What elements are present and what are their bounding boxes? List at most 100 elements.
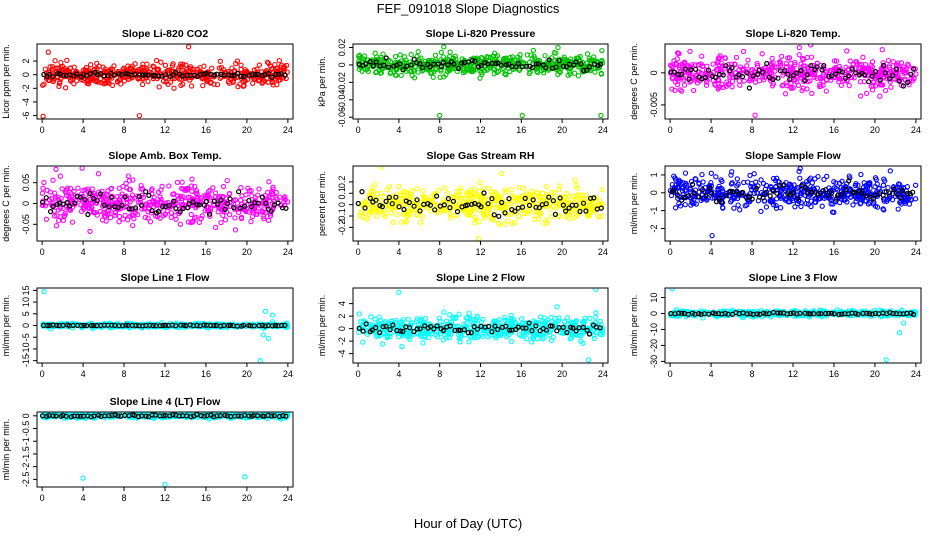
hourly-point [389, 201, 395, 207]
hourly-point [784, 191, 791, 197]
data-point [370, 188, 377, 194]
y-tick-label: 15 [21, 285, 31, 295]
data-point [574, 185, 581, 191]
hourly-point [794, 195, 801, 201]
data-point [856, 65, 862, 72]
data-point [112, 212, 118, 218]
hourly-point [858, 190, 865, 196]
data-point [85, 81, 92, 87]
hourly-point [259, 72, 265, 79]
data-point [50, 177, 56, 183]
data-point [744, 63, 750, 69]
data-point [902, 200, 909, 206]
hourly-point [272, 71, 279, 77]
hourly-point [515, 60, 521, 67]
hourly-point [893, 66, 900, 72]
hourly-point [825, 192, 831, 198]
data-point [104, 211, 111, 218]
data-point [398, 195, 405, 201]
data-point [272, 61, 278, 68]
data-point [419, 213, 426, 219]
y-axis-label: Licor ppm per min. [1, 44, 11, 119]
data-point [442, 199, 448, 205]
data-point [597, 198, 603, 205]
hourly-point [560, 63, 567, 69]
data-point [555, 71, 561, 78]
data-point [856, 194, 862, 200]
data-point [812, 196, 818, 202]
hourly-point [142, 72, 148, 78]
data-point [490, 53, 497, 59]
data-point [715, 186, 721, 192]
hourly-point [406, 199, 412, 206]
hourly-point [739, 73, 746, 80]
data-point [159, 183, 165, 190]
data-point [373, 333, 380, 340]
hourly-point [190, 199, 196, 205]
data-point [387, 184, 393, 190]
hourly-point [249, 72, 255, 78]
data-point [745, 57, 751, 63]
data-point [554, 201, 561, 207]
y-tick-label: 0.1 [337, 187, 347, 200]
hourly-point [393, 194, 399, 200]
hourly-point [900, 83, 907, 89]
data-point [818, 83, 824, 89]
outlier-point [265, 335, 272, 342]
data-point [556, 315, 562, 321]
hourly-point [88, 322, 95, 329]
hourly-point [754, 71, 761, 78]
data-point [196, 219, 202, 226]
data-point [122, 212, 128, 219]
outlier-point [185, 44, 192, 50]
x-tick-label: 24 [283, 369, 293, 379]
hourly-point [108, 194, 115, 200]
hourly-point [427, 64, 433, 70]
hourly-point [44, 322, 51, 329]
data-point [473, 217, 479, 223]
hourly-point [411, 203, 417, 209]
x-tick-label: 24 [283, 125, 293, 135]
data-point [43, 70, 50, 76]
hourly-point [671, 187, 677, 193]
data-point [474, 334, 480, 340]
hourly-point [438, 63, 444, 70]
data-point [740, 67, 746, 73]
hourly-point [445, 62, 451, 68]
data-point [472, 194, 478, 200]
data-point [165, 67, 172, 73]
hourly-point [468, 330, 474, 336]
hourly-point [705, 67, 712, 73]
hourly-point [882, 70, 889, 76]
data-point [358, 209, 364, 215]
data-point [40, 202, 46, 208]
hourly-point [486, 323, 492, 330]
hourly-point [839, 69, 846, 75]
data-point [116, 185, 123, 191]
data-point [431, 59, 438, 65]
data-point [139, 186, 146, 192]
outlier-point [796, 168, 802, 175]
data-point [170, 191, 176, 198]
data-point [49, 200, 56, 207]
hourly-point [753, 185, 760, 191]
hourly-point [400, 328, 406, 335]
data-point [819, 203, 825, 209]
data-point [529, 202, 535, 208]
hourly-point [472, 200, 478, 207]
data-point [731, 205, 737, 211]
data-point [844, 48, 850, 54]
data-point [444, 190, 451, 197]
hourly-point [259, 322, 265, 328]
data-point [127, 213, 133, 220]
hourly-point [275, 71, 282, 77]
hourly-point [123, 322, 129, 328]
hourly-point [139, 72, 146, 78]
hourly-point [434, 193, 440, 199]
data-point [504, 218, 511, 224]
hourly-point [363, 61, 369, 67]
data-point [153, 199, 159, 205]
data-point [150, 63, 156, 69]
hourly-point [279, 322, 285, 329]
